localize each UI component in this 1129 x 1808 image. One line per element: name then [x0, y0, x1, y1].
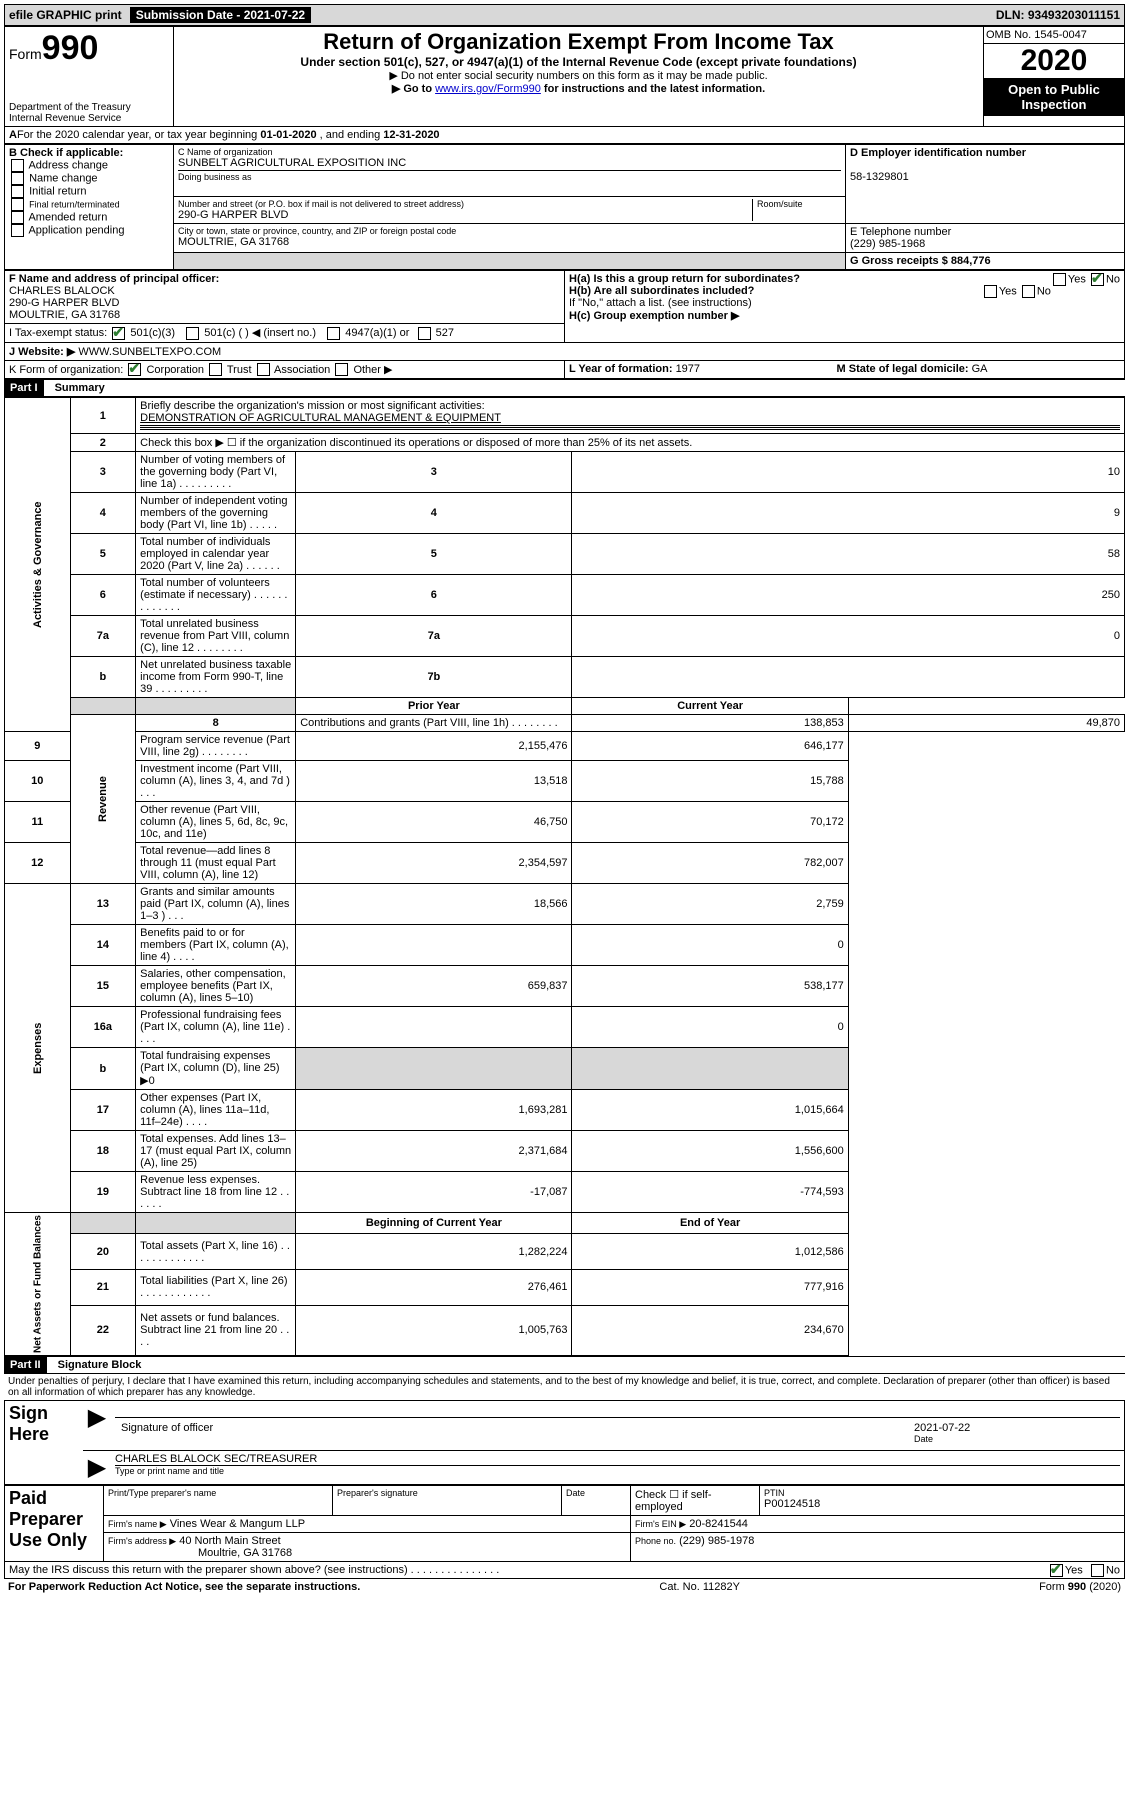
- sig-date: 2021-07-22: [914, 1422, 1114, 1434]
- final-return-checkbox[interactable]: [11, 198, 24, 211]
- officer-addr2: MOULTRIE, GA 31768: [9, 309, 120, 321]
- initial-return-checkbox[interactable]: [11, 185, 24, 198]
- open-public: Open to Public Inspection: [984, 78, 1124, 116]
- paid-preparer-label: Paid Preparer Use Only: [9, 1488, 87, 1550]
- app-pending-checkbox[interactable]: [11, 224, 24, 237]
- org-name: SUNBELT AGRICULTURAL EXPOSITION INC: [178, 157, 841, 169]
- penalty-text: Under penalties of perjury, I declare th…: [4, 1374, 1125, 1400]
- officer-group-block: F Name and address of principal officer:…: [4, 270, 1125, 379]
- dba-label: Doing business as: [178, 172, 841, 182]
- form-number: Form990: [9, 29, 169, 68]
- paid-preparer-block: Paid Preparer Use Only Print/Type prepar…: [4, 1485, 1125, 1562]
- side-activities: Activities & Governance: [5, 398, 71, 732]
- assoc-checkbox[interactable]: [257, 363, 270, 376]
- 501c-checkbox[interactable]: [186, 327, 199, 340]
- 4947-checkbox[interactable]: [327, 327, 340, 340]
- state-domicile: GA: [972, 363, 988, 375]
- 527-checkbox[interactable]: [418, 327, 431, 340]
- ha-yes-checkbox[interactable]: [1053, 273, 1066, 286]
- officer-addr1: 290-G HARPER BLVD: [9, 297, 119, 309]
- hb-row: H(b) Are all subordinates included? Yes …: [569, 285, 1120, 297]
- officer-name: CHARLES BLALOCK: [9, 285, 115, 297]
- tax-exempt-label: I Tax-exempt status:: [9, 327, 107, 339]
- phone-value: (229) 985-1968: [850, 238, 1120, 250]
- 501c3-checkbox[interactable]: [112, 327, 125, 340]
- side-netassets: Net Assets or Fund Balances: [5, 1213, 71, 1356]
- form-header: Form990 Department of the Treasury Inter…: [4, 26, 1125, 127]
- room-label: Room/suite: [757, 199, 837, 209]
- hb-yes-checkbox[interactable]: [984, 285, 997, 298]
- hb-note: If "No," attach a list. (see instruction…: [569, 297, 1120, 309]
- sig-officer-label: Signature of officer: [117, 1420, 908, 1446]
- top-bar: efile GRAPHIC print Submission Date - 20…: [4, 4, 1125, 26]
- org-info-block: B Check if applicable: Address change Na…: [4, 144, 1125, 270]
- ein-value: 58-1329801: [850, 171, 909, 183]
- ha-no-checkbox[interactable]: [1091, 273, 1104, 286]
- section-b-title: B Check if applicable:: [9, 147, 123, 159]
- part2-title: Signature Block: [50, 1359, 142, 1371]
- ha-row: H(a) Is this a group return for subordin…: [569, 273, 1120, 285]
- submission-date: Submission Date - 2021-07-22: [130, 7, 311, 23]
- part1-title: Summary: [47, 382, 105, 394]
- period-row: AFor the 2020 calendar year, or tax year…: [4, 127, 1125, 144]
- gross-receipts: G Gross receipts $ 884,776: [850, 255, 991, 267]
- q2: Check this box ▶ ☐ if the organization d…: [136, 434, 1125, 452]
- part1-header-row: Part I Summary: [4, 379, 1125, 397]
- discuss-row: May the IRS discuss this return with the…: [4, 1562, 1125, 1579]
- dept-treasury: Department of the Treasury Internal Reve…: [9, 102, 169, 124]
- summary-table: Activities & Governance 1 Briefly descri…: [4, 397, 1125, 1356]
- goto-line: ▶ Go to www.irs.gov/Form990 for instruct…: [178, 82, 979, 95]
- under-section: Under section 501(c), 527, or 4947(a)(1)…: [178, 55, 979, 69]
- org-name-label: C Name of organization: [178, 147, 841, 157]
- hc-row: H(c) Group exemption number ▶: [569, 309, 1120, 322]
- formorg-label: K Form of organization:: [9, 364, 123, 376]
- year-formation: 1977: [676, 363, 700, 375]
- officer-label: F Name and address of principal officer:: [9, 273, 219, 285]
- paperwork: For Paperwork Reduction Act Notice, see …: [8, 1581, 360, 1593]
- q1a: Briefly describe the organization's miss…: [140, 400, 484, 412]
- hb-no-checkbox[interactable]: [1022, 285, 1035, 298]
- side-revenue: Revenue: [70, 715, 136, 884]
- form-ver: Form 990 (2020): [1039, 1581, 1121, 1593]
- part2-header-row: Part II Signature Block: [4, 1356, 1125, 1374]
- phone-label: E Telephone number: [850, 226, 1120, 238]
- firm-name: Vines Wear & Mangum LLP: [170, 1518, 305, 1530]
- corp-checkbox[interactable]: [128, 363, 141, 376]
- part2-label: Part II: [4, 1357, 47, 1373]
- website-value: WWW.SUNBELTEXPO.COM: [78, 346, 221, 358]
- q1b: DEMONSTRATION OF AGRICULTURAL MANAGEMENT…: [140, 412, 501, 424]
- name-change-checkbox[interactable]: [11, 172, 24, 185]
- amended-return-checkbox[interactable]: [11, 211, 24, 224]
- officer-name-title: CHARLES BLALOCK SEC/TREASURER: [115, 1453, 1120, 1466]
- discuss-yes-checkbox[interactable]: [1050, 1564, 1063, 1577]
- org-addr: 290-G HARPER BLVD: [178, 209, 752, 221]
- omb: OMB No. 1545-0047: [984, 27, 1124, 44]
- firm-ein: 20-8241544: [689, 1518, 748, 1530]
- dln: DLN: 93493203011151: [996, 8, 1120, 22]
- firm-addr2: Moultrie, GA 31768: [108, 1547, 292, 1559]
- firm-addr1: 40 North Main Street: [179, 1535, 281, 1547]
- signature-block: Sign Here ▶ Signature of officer 2021-07…: [4, 1400, 1125, 1485]
- discuss-no-checkbox[interactable]: [1091, 1564, 1104, 1577]
- city-label: City or town, state or province, country…: [178, 226, 841, 236]
- efile-label: efile GRAPHIC print: [9, 8, 122, 22]
- part1-label: Part I: [4, 380, 44, 396]
- trust-checkbox[interactable]: [209, 363, 222, 376]
- tax-year: 2020: [1021, 44, 1088, 77]
- firm-phone: (229) 985-1978: [679, 1535, 754, 1547]
- cat-no: Cat. No. 11282Y: [659, 1581, 740, 1593]
- ssn-note: ▶ Do not enter social security numbers o…: [178, 69, 979, 82]
- org-city: MOULTRIE, GA 31768: [178, 236, 841, 248]
- website-label: J Website: ▶: [9, 346, 75, 358]
- side-expenses: Expenses: [5, 884, 71, 1213]
- ein-label: D Employer identification number: [850, 147, 1026, 159]
- sign-here-label: Sign Here: [9, 1403, 49, 1444]
- goto-link[interactable]: www.irs.gov/Form990: [435, 83, 541, 95]
- ptin: P00124518: [764, 1498, 1120, 1510]
- addr-label: Number and street (or P.O. box if mail i…: [178, 199, 752, 209]
- other-checkbox[interactable]: [335, 363, 348, 376]
- footer: For Paperwork Reduction Act Notice, see …: [4, 1579, 1125, 1595]
- addr-change-checkbox[interactable]: [11, 159, 24, 172]
- form-title: Return of Organization Exempt From Incom…: [178, 29, 979, 55]
